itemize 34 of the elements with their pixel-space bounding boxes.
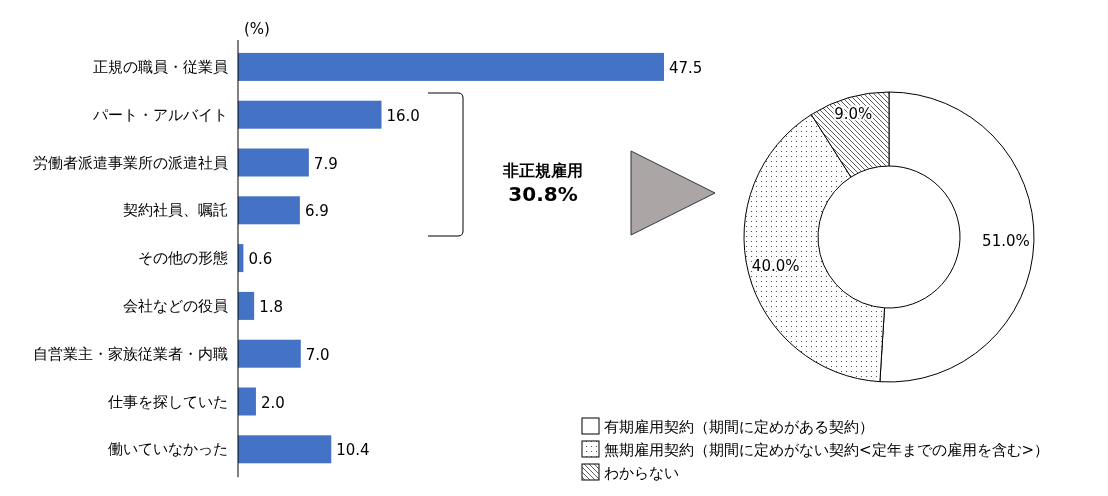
data-label: 6.9 <box>304 202 329 221</box>
data-label: 51.0% <box>982 231 1030 250</box>
y-tick-label: 正規の職員・従業員 <box>93 57 228 76</box>
bar <box>238 387 256 416</box>
data-label: 47.5 <box>669 58 703 77</box>
data-label: 16.0 <box>386 106 420 125</box>
bar <box>238 196 300 225</box>
data-label: 7.0 <box>305 345 330 364</box>
bar <box>238 52 664 81</box>
y-tick-label: 会社などの役員 <box>123 296 228 315</box>
bar <box>238 100 382 129</box>
annotation: 30.8% <box>508 182 578 206</box>
y-tick-label: 契約社員、嘱託 <box>123 201 228 220</box>
y-tick-label: 労働者派遣事業所の派遣社員 <box>33 153 228 172</box>
bar <box>238 148 309 177</box>
annotation: 非正規雇用 <box>502 161 583 180</box>
data-label: 1.8 <box>259 297 283 316</box>
legend-label: 有期雇用契約（期間に定めがある契約） <box>604 418 874 436</box>
legend-label: わからない <box>604 464 679 482</box>
data-label: 7.9 <box>313 154 338 173</box>
bar <box>238 291 255 320</box>
data-label: 40.0% <box>751 257 800 276</box>
data-label: 10.4 <box>336 441 370 460</box>
y-tick-label: 仕事を探していた <box>107 392 228 411</box>
y-tick-label: パート・アルバイト <box>92 105 228 124</box>
data-label: 2.0 <box>260 393 285 412</box>
x-axis-title: (%) <box>244 20 270 38</box>
y-tick-label: 働いていなかった <box>108 440 228 459</box>
data-label: 0.6 <box>248 250 273 269</box>
bar <box>238 435 332 464</box>
y-tick-label: その他の形態 <box>138 249 228 268</box>
bar <box>238 339 301 368</box>
legend-label: 無期雇用契約（期間に定めがない契約<定年までの雇用を含む>） <box>604 441 1050 459</box>
y-tick-label: 自営業主・家族従業者・内職 <box>33 344 228 363</box>
